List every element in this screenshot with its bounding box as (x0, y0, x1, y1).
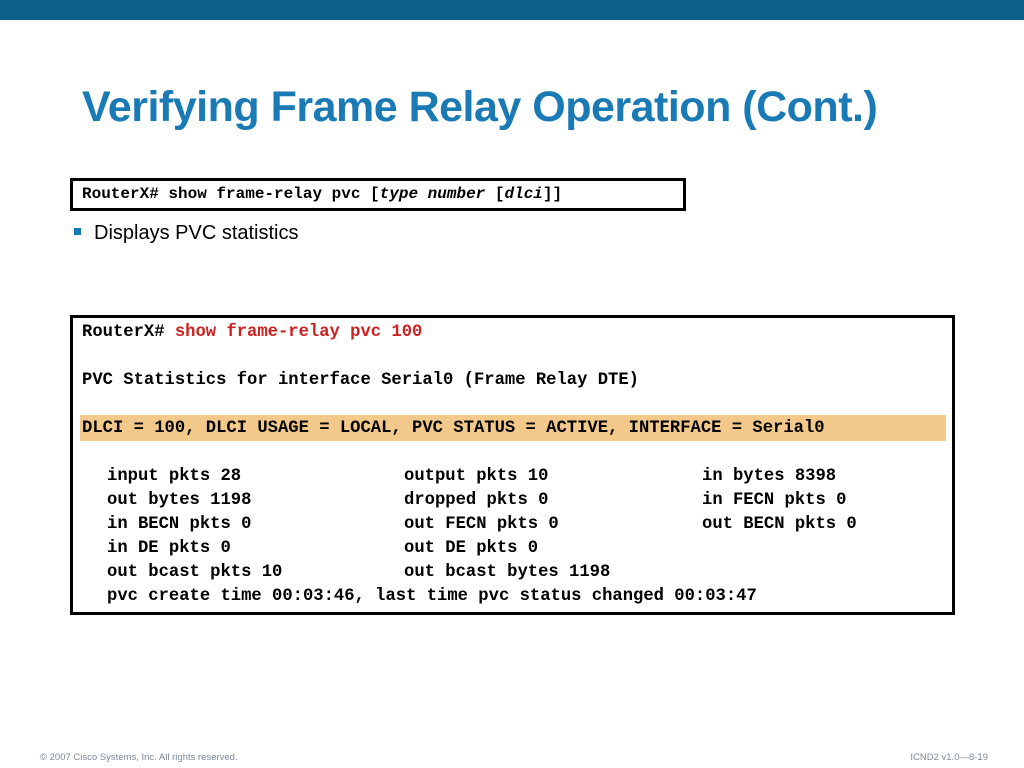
output-command-line: RouterX# show frame-relay pvc 100 (82, 321, 422, 345)
stat-cell: out BECN pkts 0 (702, 515, 857, 534)
stat-cell: in BECN pkts 0 (107, 515, 252, 534)
stat-cell: out bcast bytes 1198 (404, 563, 611, 582)
stat-cell: in DE pkts 0 (107, 539, 231, 558)
bullet-text: Displays PVC statistics (94, 222, 299, 244)
bullet-item: Displays PVC statistics (74, 222, 299, 245)
stat-cell: dropped pkts 0 (404, 491, 549, 510)
syntax-mid: [ (485, 185, 505, 203)
output-dlci-line: DLCI = 100, DLCI USAGE = LOCAL, PVC STAT… (82, 419, 825, 438)
stat-cell: out bcast pkts 10 (107, 563, 283, 582)
stat-cell: output pkts 10 (404, 467, 549, 486)
syntax-arg-dlci: dlci (504, 185, 543, 203)
stat-cell: in bytes 8398 (702, 467, 837, 486)
slide-number-footer: ICND2 v1.0—8-19 (910, 752, 988, 763)
dlci-highlight (80, 415, 946, 441)
syntax-prefix: RouterX# show frame-relay pvc [ (82, 185, 380, 203)
stat-cell: out bytes 1198 (107, 491, 252, 510)
cli-output-box: RouterX# show frame-relay pvc 100 PVC St… (70, 315, 955, 615)
stat-cell: out DE pkts 0 (404, 539, 539, 558)
syntax-suffix: ]] (542, 185, 563, 203)
top-bar (0, 0, 1024, 20)
cli-command: show frame-relay pvc 100 (174, 323, 423, 342)
syntax-arg-type-number: type number (379, 185, 486, 203)
stat-cell: input pkts 28 (107, 467, 242, 486)
output-pvc-time-line: pvc create time 00:03:46, last time pvc … (107, 587, 757, 606)
output-header-line: PVC Statistics for interface Serial0 (Fr… (82, 371, 639, 390)
cli-prompt: RouterX# (82, 323, 175, 342)
stat-cell: out FECN pkts 0 (404, 515, 559, 534)
stat-cell: in FECN pkts 0 (702, 491, 847, 510)
copyright-footer: © 2007 Cisco Systems, Inc. All rights re… (40, 752, 238, 763)
square-bullet-icon (74, 228, 81, 236)
command-syntax-box: RouterX# show frame-relay pvc [type numb… (70, 178, 686, 211)
slide-title: Verifying Frame Relay Operation (Cont.) (82, 83, 878, 131)
